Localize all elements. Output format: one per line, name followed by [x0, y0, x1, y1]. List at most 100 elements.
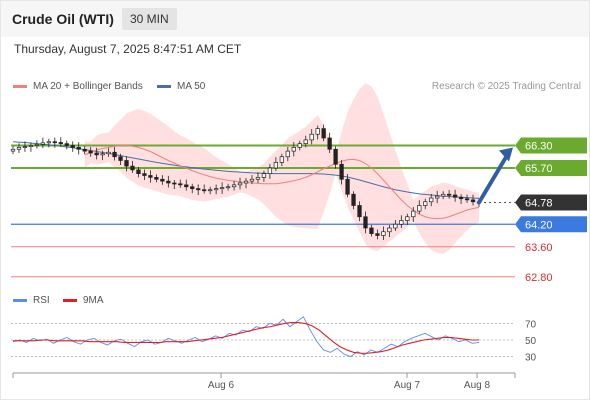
candle-body [88, 150, 93, 154]
candle-body [279, 156, 284, 163]
candle-body [375, 233, 380, 236]
candle-body [470, 199, 476, 203]
candle-body [339, 163, 344, 180]
candle-body [399, 220, 404, 225]
candle-body [255, 177, 261, 180]
x-tick-label: Aug 8 [464, 380, 491, 391]
candle-body [351, 193, 356, 206]
candle-body [315, 128, 320, 135]
candle-body [261, 173, 267, 178]
candle-body [309, 133, 314, 141]
candle-body [202, 189, 207, 192]
candle-body [333, 148, 338, 165]
candle-body [213, 188, 219, 191]
rsi-label: RSI [33, 295, 50, 306]
candle-body [112, 151, 117, 158]
rsi-swatch [13, 299, 27, 302]
credit-text: Research © 2025 Trading Central [431, 81, 581, 92]
x-tick-label: Aug 7 [394, 380, 421, 391]
projection-arrow-shaft [477, 153, 509, 205]
candle-body [429, 197, 434, 203]
ma20-label: MA 20 + Bollinger Bands [33, 81, 143, 92]
candle-body [405, 216, 410, 221]
candle-body [231, 184, 237, 188]
rsi-ma-line [13, 322, 479, 354]
legend-ma50: MA 50 [157, 81, 205, 92]
candle-body [291, 147, 296, 152]
level-tag-64.78 [515, 194, 587, 211]
level-label-66.30: 66.30 [525, 141, 553, 153]
candle-body [363, 216, 368, 229]
candle-body [142, 173, 147, 176]
level-label-64.78: 64.78 [525, 198, 553, 210]
level-tag-64.20 [515, 216, 587, 233]
ma50-swatch [157, 85, 171, 88]
candle-body [285, 150, 290, 158]
level-tag-66.30 [515, 137, 587, 154]
rsi-ma-swatch [63, 299, 77, 302]
level-label-63.60: 63.60 [525, 242, 553, 254]
candle-body [118, 156, 123, 161]
candle-body [243, 180, 249, 184]
candle-body [94, 152, 99, 156]
header-bar: Crude Oil (WTI) 30 MIN [1, 1, 589, 37]
timeframe-badge[interactable]: 30 MIN [122, 8, 177, 30]
candle-body [387, 227, 392, 233]
candle-body [435, 195, 440, 199]
candle-body [303, 139, 308, 144]
candle-body [441, 193, 446, 197]
candle-body [166, 180, 171, 184]
candle-body [178, 183, 183, 186]
candle-body [106, 151, 111, 155]
rsi-tick-label: 50 [525, 336, 537, 347]
candle-body [267, 167, 273, 174]
projection-arrow-head [499, 147, 513, 162]
candle-body [82, 148, 87, 152]
candle-body [154, 177, 159, 180]
timestamp: Thursday, August 7, 2025 8:47:51 AM CET [14, 42, 242, 56]
candle-body [136, 169, 141, 174]
candle-body [219, 187, 225, 189]
candle-body [52, 141, 57, 144]
legend-ma20: MA 20 + Bollinger Bands [13, 81, 143, 92]
candle-body [34, 144, 40, 146]
candle-body [452, 194, 458, 198]
candle-body [411, 210, 416, 218]
candle-body [345, 178, 350, 195]
candle-body [417, 205, 422, 212]
candle-body [369, 227, 374, 234]
candle-body [458, 196, 464, 200]
candle-body [423, 201, 428, 206]
candle-body [327, 137, 332, 150]
level-tag-65.70 [515, 160, 587, 176]
candle-body [46, 141, 51, 144]
candle-body [172, 182, 177, 185]
instrument-title: Crude Oil (WTI) [12, 11, 114, 27]
candle-body [16, 147, 22, 150]
ma50-label: MA 50 [177, 81, 206, 92]
candle-body [100, 153, 105, 156]
legend-rsi-ma: 9MA [63, 295, 104, 306]
candle-body [64, 143, 69, 146]
legend-rsi: RSI [13, 295, 50, 306]
candle-body [297, 143, 302, 148]
candle-body [446, 193, 452, 196]
candle-body [184, 184, 189, 188]
ma20-swatch [13, 85, 27, 88]
rsi-ma-label: 9MA [83, 295, 104, 306]
candle-body [464, 198, 470, 201]
level-label-64.20: 64.20 [525, 219, 553, 231]
rsi-tick-label: 30 [525, 353, 537, 364]
candle-body [10, 148, 16, 152]
rsi-line [12, 316, 480, 358]
candle-body [22, 146, 28, 148]
candle-body [273, 162, 279, 169]
candle-body [58, 142, 63, 144]
candle-body [160, 178, 165, 182]
candle-body [28, 145, 34, 147]
candle-body [76, 147, 81, 150]
candle-body [357, 205, 362, 218]
rsi-tick-label: 70 [525, 319, 537, 330]
